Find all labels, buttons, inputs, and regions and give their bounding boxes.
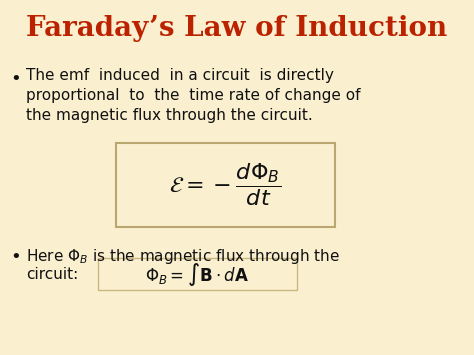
FancyBboxPatch shape xyxy=(98,258,297,290)
Text: Here $\Phi_B$ is the magnetic flux through the: Here $\Phi_B$ is the magnetic flux throu… xyxy=(26,247,340,266)
Text: proportional  to  the  time rate of change of: proportional to the time rate of change … xyxy=(26,88,361,103)
Text: $\Phi_B = \int \mathbf{B} \cdot d\mathbf{A}$: $\Phi_B = \int \mathbf{B} \cdot d\mathbf… xyxy=(146,261,250,288)
Text: •: • xyxy=(10,248,21,266)
Text: The emf  induced  in a circuit  is directly: The emf induced in a circuit is directly xyxy=(26,68,334,83)
Text: the magnetic flux through the circuit.: the magnetic flux through the circuit. xyxy=(26,108,313,123)
Text: •: • xyxy=(10,70,21,88)
Text: $\mathcal{E} = -\dfrac{d\Phi_B}{dt}$: $\mathcal{E} = -\dfrac{d\Phi_B}{dt}$ xyxy=(170,162,282,208)
Text: Faraday’s Law of Induction: Faraday’s Law of Induction xyxy=(27,15,447,42)
FancyBboxPatch shape xyxy=(116,143,335,227)
Text: circuit:: circuit: xyxy=(26,267,78,282)
